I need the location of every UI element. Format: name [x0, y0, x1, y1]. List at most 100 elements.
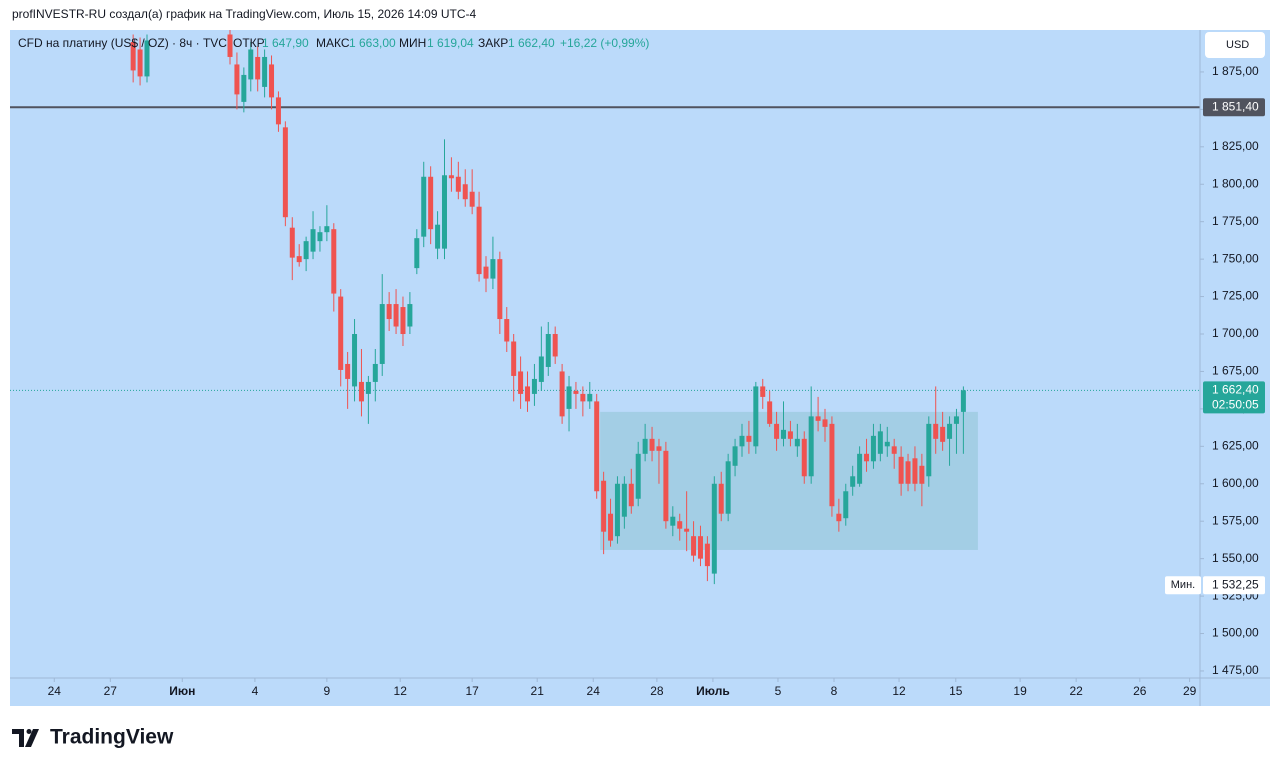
candle-body	[497, 259, 503, 320]
candle-body	[953, 416, 959, 424]
candle-body	[912, 458, 918, 484]
x-tick-label: 24	[587, 684, 601, 698]
candle-body	[428, 176, 434, 230]
candle-body	[767, 401, 773, 424]
candle-body	[289, 227, 295, 258]
candle-body	[386, 304, 392, 320]
brand-logo	[12, 729, 39, 747]
y-tick-label: 1 625,00	[1212, 438, 1259, 452]
candle-body	[670, 516, 676, 526]
candle-body	[393, 304, 399, 327]
x-tick-label: 5	[775, 684, 782, 698]
y-tick-label: 1 775,00	[1212, 214, 1259, 228]
y-tick-label: 1 675,00	[1212, 364, 1259, 378]
candle-body	[718, 483, 724, 514]
candle-body	[490, 259, 496, 279]
caption: profINVESTR-RU создал(а) график на Tradi…	[12, 7, 477, 21]
candle-body	[905, 461, 911, 484]
candle-body	[518, 371, 524, 394]
y-tick-label: 1 500,00	[1212, 626, 1259, 640]
candle-body	[898, 456, 904, 484]
y-tick-label: 1 800,00	[1212, 176, 1259, 190]
candle-body	[303, 241, 309, 260]
y-tick-label: 1 875,00	[1212, 64, 1259, 78]
line-price-box	[1203, 98, 1265, 117]
candle-body	[241, 74, 247, 102]
candle-body	[691, 536, 697, 556]
candle-body	[933, 423, 939, 439]
x-tick-label: 27	[104, 684, 118, 698]
candle-body	[552, 334, 558, 357]
candle-body	[684, 528, 690, 532]
candle-body	[372, 363, 378, 382]
candle-body	[310, 229, 316, 252]
candle-body	[614, 483, 620, 537]
candle-body	[704, 543, 710, 567]
candle-body	[448, 175, 454, 179]
candle-body	[587, 393, 593, 402]
min-price-box	[1203, 576, 1265, 595]
candle-body	[255, 56, 261, 80]
candle-body	[808, 416, 814, 477]
candle-body	[400, 307, 406, 335]
candle-body	[144, 40, 150, 77]
candle-body	[227, 34, 233, 57]
candle-body	[635, 453, 641, 499]
candle-body	[130, 41, 136, 71]
candle-body	[262, 56, 268, 87]
candle-body	[870, 435, 876, 462]
x-tick-label: Июн	[169, 684, 195, 698]
plot-area	[10, 30, 1200, 585]
candle-body	[379, 304, 385, 364]
candle-body	[483, 266, 489, 279]
candle-body	[566, 386, 572, 409]
legend: CFD на платину (US$ / OZ) · 8ч · TVC ОТК…	[18, 36, 649, 50]
candle-body	[884, 441, 890, 447]
x-tick-label: 9	[324, 684, 331, 698]
candle-body	[801, 438, 807, 477]
candle-body	[469, 191, 475, 207]
candle-body	[947, 423, 953, 439]
candle-body	[822, 419, 828, 427]
currency-button[interactable]	[1205, 32, 1265, 58]
candle-body	[746, 435, 752, 442]
candle-body	[608, 513, 614, 541]
candle-body	[269, 64, 275, 98]
candle-body	[275, 97, 281, 125]
x-tick-label: 12	[892, 684, 906, 698]
last-price-box	[1203, 381, 1265, 414]
candle-body	[663, 450, 669, 522]
currency-label[interactable]: USD	[1226, 39, 1249, 51]
x-tick-label: 28	[650, 684, 664, 698]
x-tick-label: 17	[465, 684, 479, 698]
x-tick-label: 12	[394, 684, 408, 698]
candle-body	[365, 381, 371, 394]
candle-body	[753, 386, 759, 447]
candle-body	[296, 256, 302, 263]
candle-body	[794, 438, 800, 447]
candle-body	[317, 232, 323, 242]
candle-body	[836, 513, 842, 522]
chart-panel	[10, 30, 1270, 706]
candle-body	[787, 431, 793, 439]
candle-body	[476, 206, 482, 275]
candle-body	[525, 386, 531, 402]
x-tick-label: 26	[1133, 684, 1147, 698]
y-tick-label: 1 475,00	[1212, 663, 1259, 677]
candle-body	[781, 429, 786, 439]
line-price-label: 1 851,40	[1212, 99, 1259, 113]
candle-body	[248, 49, 254, 80]
candle-body	[573, 390, 579, 394]
brand-name: TradingView	[50, 726, 174, 749]
candle-body	[850, 476, 856, 487]
candle-body	[857, 453, 863, 484]
candle-body	[455, 176, 461, 192]
y-tick-label: 1 575,00	[1212, 513, 1259, 527]
candle-body	[331, 229, 337, 294]
candle-body	[441, 175, 447, 249]
candle-body	[677, 521, 683, 529]
candle-body	[504, 319, 510, 342]
y-tick-label: 1 550,00	[1212, 551, 1259, 565]
x-tick-label: 19	[1013, 684, 1027, 698]
candle-body	[559, 371, 565, 417]
